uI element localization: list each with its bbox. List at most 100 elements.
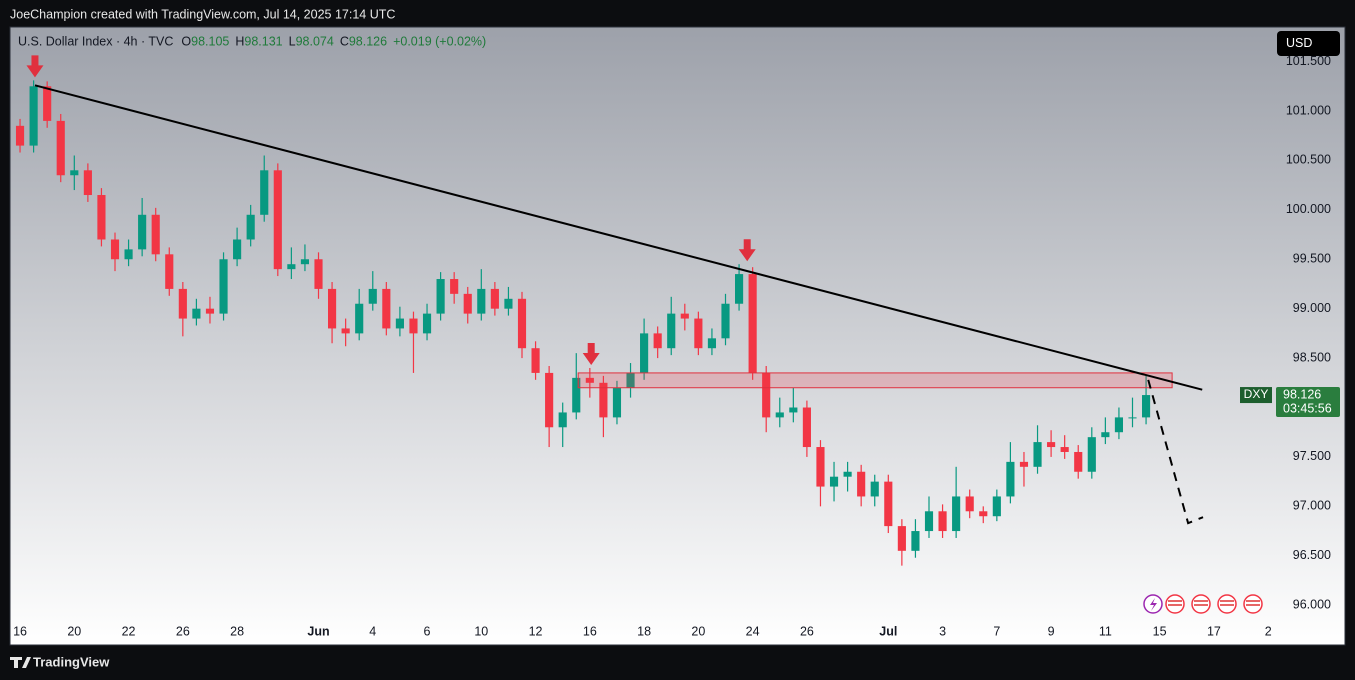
currency-button[interactable] bbox=[1277, 31, 1340, 56]
candle-body bbox=[355, 303, 364, 334]
candle-body bbox=[952, 496, 961, 532]
candle-body bbox=[368, 288, 377, 304]
candle-body bbox=[490, 288, 499, 309]
arrow-marker bbox=[738, 239, 756, 262]
y-tick-label: 96.000 bbox=[1293, 597, 1331, 611]
x-tick-label: 26 bbox=[800, 624, 814, 638]
candle-body bbox=[1074, 451, 1083, 472]
x-tick-label: 10 bbox=[474, 624, 488, 638]
candle-body bbox=[721, 303, 730, 339]
plot-panel bbox=[9, 26, 1346, 646]
x-tick-label: 11 bbox=[1099, 624, 1112, 638]
candle-body bbox=[97, 195, 106, 240]
candle-body bbox=[545, 372, 554, 428]
candle-body bbox=[694, 318, 703, 349]
y-tick-label: 100.000 bbox=[1286, 202, 1331, 216]
candle-body bbox=[422, 313, 432, 334]
candle-body bbox=[138, 214, 147, 250]
legend-change: +0.019 (+0.02%) bbox=[393, 34, 486, 48]
candle-body bbox=[558, 412, 567, 428]
currency[interactable]: USD bbox=[1286, 36, 1312, 50]
x-tick-label: 18 bbox=[637, 624, 651, 638]
legend-key: C bbox=[340, 34, 349, 48]
ticker-box bbox=[1240, 387, 1272, 404]
y-tick-label: 97.500 bbox=[1293, 449, 1331, 463]
icon[interactable] bbox=[1191, 594, 1211, 614]
y-tick-label: 101.500 bbox=[1286, 54, 1331, 68]
candle-body bbox=[1128, 417, 1137, 419]
candle-body bbox=[246, 214, 255, 240]
x-tick-label: 2 bbox=[1265, 624, 1272, 638]
x-tick-label: 16 bbox=[13, 624, 27, 638]
candle-body bbox=[1060, 447, 1069, 452]
candle-body bbox=[938, 511, 947, 532]
x-tick-label: 20 bbox=[67, 624, 81, 638]
last-price: 98.126 bbox=[1283, 387, 1321, 401]
y-tick-label: 99.500 bbox=[1293, 252, 1331, 266]
candle-body bbox=[151, 214, 160, 255]
candle-body bbox=[748, 274, 757, 373]
candle-body bbox=[463, 293, 472, 314]
legend-key: L bbox=[289, 34, 296, 48]
x-tick-label: 3 bbox=[939, 624, 946, 638]
x-tick-label: 22 bbox=[122, 624, 136, 638]
candle-body bbox=[979, 511, 988, 517]
candle-body bbox=[612, 387, 622, 418]
candle-body bbox=[436, 279, 445, 314]
candle-body bbox=[382, 288, 391, 329]
y-tick-label: 99.000 bbox=[1293, 301, 1331, 315]
candle-body bbox=[260, 170, 269, 215]
legend-value: 98.126 bbox=[349, 34, 387, 48]
event-icons bbox=[1143, 594, 1263, 614]
y-tick-label: 101.000 bbox=[1286, 103, 1331, 117]
x-tick-label: 9 bbox=[1048, 624, 1055, 638]
candle-body bbox=[192, 308, 201, 319]
icon[interactable] bbox=[1165, 594, 1185, 614]
candle-body bbox=[531, 348, 540, 373]
arrow-marker bbox=[582, 342, 600, 365]
candle-body bbox=[83, 170, 92, 196]
candle-body bbox=[450, 279, 459, 294]
resistance-zone bbox=[577, 372, 1173, 389]
x-tick-label: 7 bbox=[993, 624, 1000, 638]
candle-body bbox=[165, 254, 174, 289]
candle-body bbox=[734, 274, 744, 304]
y-tick-label: 97.000 bbox=[1293, 499, 1331, 513]
legend-value: 98.074 bbox=[296, 34, 334, 48]
candle-body bbox=[802, 407, 811, 448]
candle-body bbox=[341, 328, 350, 334]
x-tick-label: 12 bbox=[529, 624, 543, 638]
candle-body bbox=[70, 170, 79, 176]
candle-body bbox=[1006, 461, 1015, 497]
candle-body bbox=[789, 407, 798, 413]
candle-body bbox=[110, 239, 120, 260]
legend-key: H bbox=[235, 34, 244, 48]
brand: TradingView bbox=[33, 654, 110, 669]
candle-body bbox=[328, 288, 337, 329]
icon[interactable] bbox=[1243, 594, 1263, 614]
candle-body bbox=[219, 259, 228, 314]
candle-body bbox=[1087, 437, 1096, 472]
candle-body bbox=[965, 496, 974, 512]
credit: JoeChampion created with TradingView.com… bbox=[10, 7, 395, 21]
candle-body bbox=[314, 259, 323, 289]
x-tick-label: 17 bbox=[1207, 624, 1221, 638]
candle-body bbox=[29, 86, 38, 146]
candle-body bbox=[56, 120, 65, 176]
candle-body bbox=[667, 313, 676, 349]
candle-body bbox=[395, 318, 404, 329]
candle-body bbox=[585, 377, 594, 383]
icon bbox=[1150, 598, 1157, 611]
countdown: 03:45:56 bbox=[1283, 401, 1332, 415]
x-tick-label: 24 bbox=[746, 624, 760, 638]
candle-body bbox=[300, 259, 310, 265]
candle-body bbox=[1033, 442, 1042, 467]
candle-body bbox=[626, 372, 635, 388]
x-tick-label: 20 bbox=[691, 624, 705, 638]
candle-body bbox=[829, 476, 839, 487]
y-tick-label: 98.500 bbox=[1293, 350, 1331, 364]
candle-body bbox=[124, 249, 133, 260]
icon[interactable] bbox=[1217, 594, 1237, 614]
x-tick-label: Jun bbox=[307, 624, 329, 638]
